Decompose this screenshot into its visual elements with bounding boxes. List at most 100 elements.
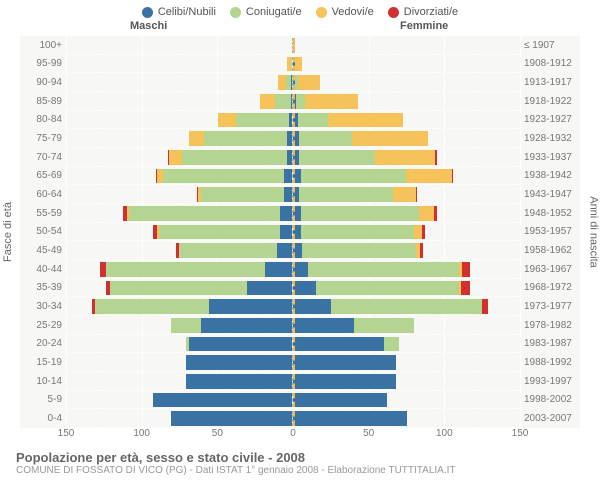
segment-v <box>414 225 422 240</box>
age-row: 5-91998-2002 <box>20 391 580 410</box>
age-label: 90-94 <box>20 77 62 88</box>
bar-area <box>66 393 520 408</box>
female-bar <box>293 225 425 240</box>
segment-c <box>287 150 292 165</box>
segment-c <box>287 131 292 146</box>
bar-area <box>66 131 520 146</box>
segment-c <box>291 94 293 109</box>
gender-header: Maschi Femmine <box>0 20 600 36</box>
segment-co <box>106 262 265 277</box>
segment-co <box>301 169 407 184</box>
birth-label: 1973-1977 <box>524 301 580 312</box>
segment-co <box>301 225 415 240</box>
age-label: 70-74 <box>20 152 62 163</box>
chart-subtitle: COMUNE DI FOSSATO DI VICO (PG) - Dati IS… <box>16 465 584 476</box>
female-bar <box>293 318 414 333</box>
age-row: 10-14 1993-1997 <box>20 372 580 391</box>
segment-c <box>291 75 293 90</box>
birth-label: 1908-1912 <box>524 58 580 69</box>
bar-area <box>66 150 520 165</box>
female-bar <box>293 187 417 202</box>
birth-label: 1943-1947 <box>524 189 580 200</box>
segment-co <box>384 337 399 352</box>
segment-co <box>298 113 328 128</box>
y-right-axis-title: Anni di nascita <box>588 196 600 268</box>
bar-area <box>66 94 520 109</box>
birth-label: 1933-1937 <box>524 152 580 163</box>
age-row: 20-241983-1987 <box>20 335 580 354</box>
segment-co <box>110 281 246 296</box>
age-label: 85-89 <box>20 96 62 107</box>
age-label: 45-49 <box>20 245 62 256</box>
birth-label: 1988-1992 <box>524 357 580 368</box>
x-axis: 15010050050100150 <box>20 428 580 446</box>
male-header: Maschi <box>130 20 167 32</box>
female-bar <box>293 94 358 109</box>
age-row: 0-42003-2007 <box>20 409 580 428</box>
segment-v <box>328 113 404 128</box>
x-tick-label: 100 <box>133 428 150 439</box>
legend-item: Divorziati/e <box>388 6 458 18</box>
segment-c <box>247 281 292 296</box>
female-bar <box>293 393 387 408</box>
segment-co <box>299 187 393 202</box>
female-bar <box>293 299 488 314</box>
segment-c <box>293 299 331 314</box>
legend-item: Celibi/Nubili <box>142 6 216 18</box>
segment-c <box>289 113 292 128</box>
segment-co <box>354 318 415 333</box>
birth-label: 1963-1967 <box>524 264 580 275</box>
legend-label: Vedovi/e <box>332 6 374 18</box>
segment-v <box>295 57 303 72</box>
female-bar <box>293 169 453 184</box>
age-row: 40-44 1963-1967 <box>20 260 580 279</box>
male-bar <box>278 75 293 90</box>
male-bar <box>189 131 293 146</box>
birth-label: 1948-1952 <box>524 208 580 219</box>
age-label: 75-79 <box>20 133 62 144</box>
segment-c <box>284 187 292 202</box>
age-row: 35-391968-1972 <box>20 279 580 298</box>
segment-c <box>280 206 292 221</box>
female-bar <box>293 75 320 90</box>
legend-swatch <box>142 7 153 18</box>
plot-area: 100+≤ 190795-991908-191290-941913-191785… <box>20 36 580 428</box>
male-bar <box>100 262 293 277</box>
female-bar <box>293 131 428 146</box>
male-bar <box>176 243 294 258</box>
male-bar <box>197 187 293 202</box>
bar-area <box>66 38 520 53</box>
age-label: 60-64 <box>20 189 62 200</box>
segment-c <box>201 318 292 333</box>
segment-co <box>182 150 288 165</box>
birth-label: 1983-1987 <box>524 338 580 349</box>
age-label: 15-19 <box>20 357 62 368</box>
legend-swatch <box>230 7 241 18</box>
segment-d <box>462 262 470 277</box>
segment-v <box>169 150 181 165</box>
age-row: 15-19 1988-1992 <box>20 353 580 372</box>
segment-v <box>298 75 321 90</box>
male-bar <box>186 374 293 389</box>
bar-area <box>66 75 520 90</box>
segment-v <box>393 187 416 202</box>
legend-label: Divorziati/e <box>404 6 458 18</box>
female-bar <box>293 113 403 128</box>
age-label: 10-14 <box>20 376 62 387</box>
segment-d <box>422 225 425 240</box>
age-label: 40-44 <box>20 264 62 275</box>
age-label: 65-69 <box>20 170 62 181</box>
segment-v <box>352 131 428 146</box>
age-label: 55-59 <box>20 208 62 219</box>
age-row: 100+≤ 1907 <box>20 36 580 55</box>
segment-d <box>434 206 437 221</box>
bar-area <box>66 187 520 202</box>
segment-d <box>482 299 488 314</box>
male-bar <box>171 411 293 426</box>
chart: Fasce di età Anni di nascita 100+≤ 19079… <box>20 36 580 428</box>
legend-item: Coniugati/e <box>230 6 302 18</box>
bar-area <box>66 337 520 352</box>
male-bar <box>123 206 293 221</box>
birth-label: 1993-1997 <box>524 376 580 387</box>
legend-swatch <box>316 7 327 18</box>
